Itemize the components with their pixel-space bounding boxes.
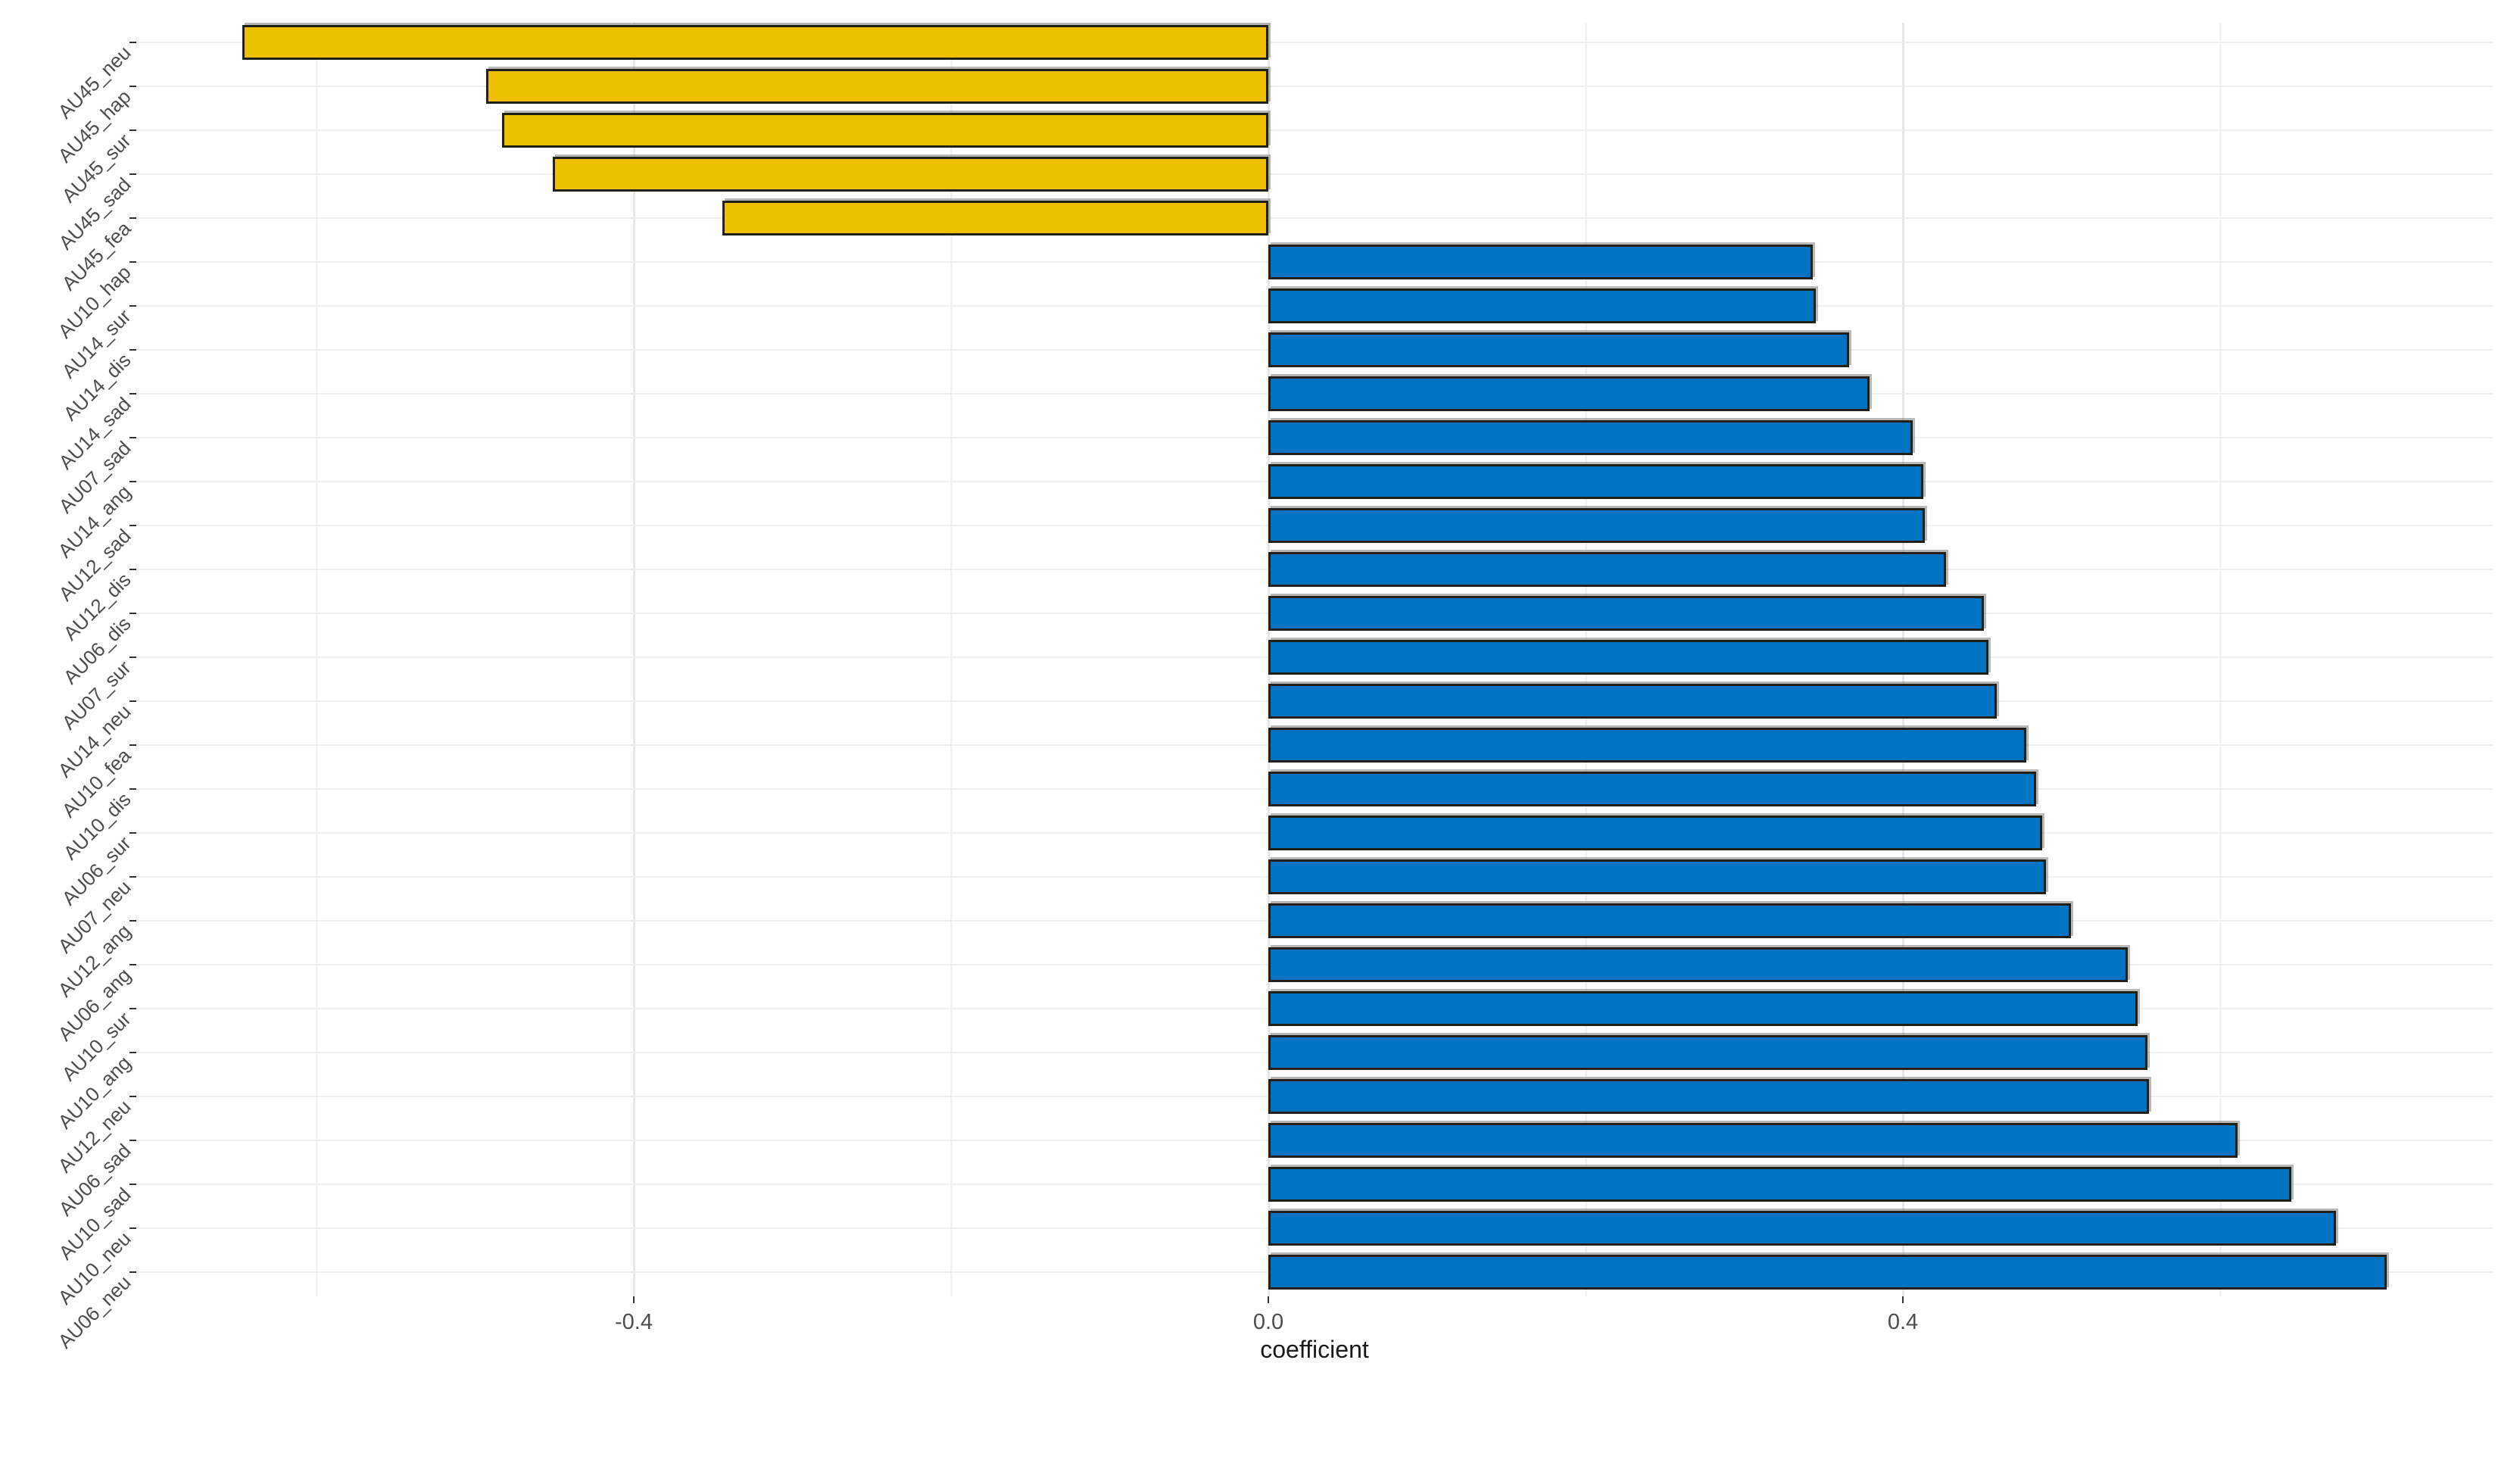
bar-AU06_sur	[1268, 816, 2043, 850]
bar-AU07_neu	[1268, 859, 2046, 894]
y-axis-tick	[129, 42, 136, 43]
x-gridline-minor	[316, 23, 318, 1296]
y-gridline	[136, 42, 2493, 43]
x-gridline-minor	[950, 23, 953, 1296]
y-axis-tick	[129, 1140, 136, 1141]
y-axis-tick	[129, 744, 136, 746]
y-axis-tick	[129, 700, 136, 702]
bar-AU10_dis	[1268, 772, 2036, 806]
bar-AU12_ang	[1268, 903, 2072, 938]
x-axis-title: coefficient	[1260, 1336, 1369, 1363]
x-tick-label--0.4: -0.4	[615, 1310, 653, 1334]
bar-AU06_ang	[1268, 947, 2129, 982]
y-axis-tick	[129, 613, 136, 614]
y-axis-tick	[129, 217, 136, 219]
x-tick-label-0.0: 0.0	[1252, 1310, 1284, 1334]
bar-AU45_sur	[502, 113, 1268, 148]
y-axis-tick	[129, 1052, 136, 1053]
bar-AU10_neu	[1268, 1211, 2336, 1246]
x-axis-tick	[1902, 1296, 1904, 1303]
bar-AU12_neu	[1268, 1079, 2149, 1114]
y-axis-tick	[129, 876, 136, 878]
y-axis-tick	[129, 1271, 136, 1273]
bar-AU45_sad	[553, 157, 1268, 192]
bar-AU07_sur	[1268, 640, 1989, 675]
bar-AU45_hap	[486, 69, 1268, 104]
y-axis-tick	[129, 1096, 136, 1097]
bar-AU10_sur	[1268, 991, 2138, 1026]
bar-AU14_sad	[1268, 376, 1870, 411]
x-gridline-major	[633, 23, 635, 1296]
bar-AU45_fea	[722, 201, 1268, 235]
x-axis-tick	[1268, 1296, 1269, 1303]
bar-AU14_dis	[1268, 332, 1849, 367]
bar-AU07_sad	[1268, 420, 1913, 455]
bar-AU06_neu	[1268, 1255, 2387, 1290]
bar-AU12_dis	[1268, 552, 1946, 587]
bar-AU14_sur	[1268, 288, 1816, 323]
bar-AU06_sad	[1268, 1123, 2238, 1158]
y-axis-tick	[129, 569, 136, 570]
bar-AU14_neu	[1268, 684, 1997, 719]
y-gridline	[136, 86, 2493, 87]
bar-AU10_sad	[1268, 1167, 2292, 1202]
y-axis-tick	[129, 525, 136, 526]
bar-AU10_fea	[1268, 728, 2027, 763]
y-axis-tick	[129, 657, 136, 658]
bar-AU06_dis	[1268, 596, 1984, 631]
bar-AU10_ang	[1268, 1035, 2147, 1070]
y-axis-tick	[129, 1227, 136, 1229]
bar-AU10_hap	[1268, 245, 1813, 279]
y-axis-tick	[129, 964, 136, 965]
x-axis-tick	[633, 1296, 635, 1303]
bar-AU14_ang	[1268, 464, 1924, 499]
y-axis-tick	[129, 481, 136, 482]
y-axis-tick	[129, 1184, 136, 1185]
x-gridline-minor	[2219, 23, 2222, 1296]
y-axis-tick	[129, 1008, 136, 1009]
y-axis-tick	[129, 920, 136, 922]
bar-AU45_neu	[242, 25, 1268, 60]
y-axis-tick	[129, 129, 136, 131]
y-axis-tick	[129, 305, 136, 307]
y-gridline	[136, 129, 2493, 131]
y-axis-tick	[129, 437, 136, 438]
y-gridline	[136, 173, 2493, 175]
bar-AU12_sad	[1268, 508, 1926, 543]
y-axis-tick	[129, 393, 136, 395]
y-axis-tick	[129, 261, 136, 263]
y-axis-tick	[129, 86, 136, 87]
y-axis-tick	[129, 173, 136, 175]
y-gridline	[136, 217, 2493, 219]
coefficient-bar-chart: coefficient AU45_neu AU45_hap AU45_sur AU45…	[53, 23, 2493, 1363]
y-axis-tick	[129, 832, 136, 834]
y-axis-tick	[129, 788, 136, 790]
x-tick-label-0.4: 0.4	[1887, 1310, 1919, 1334]
y-axis-tick	[129, 349, 136, 351]
